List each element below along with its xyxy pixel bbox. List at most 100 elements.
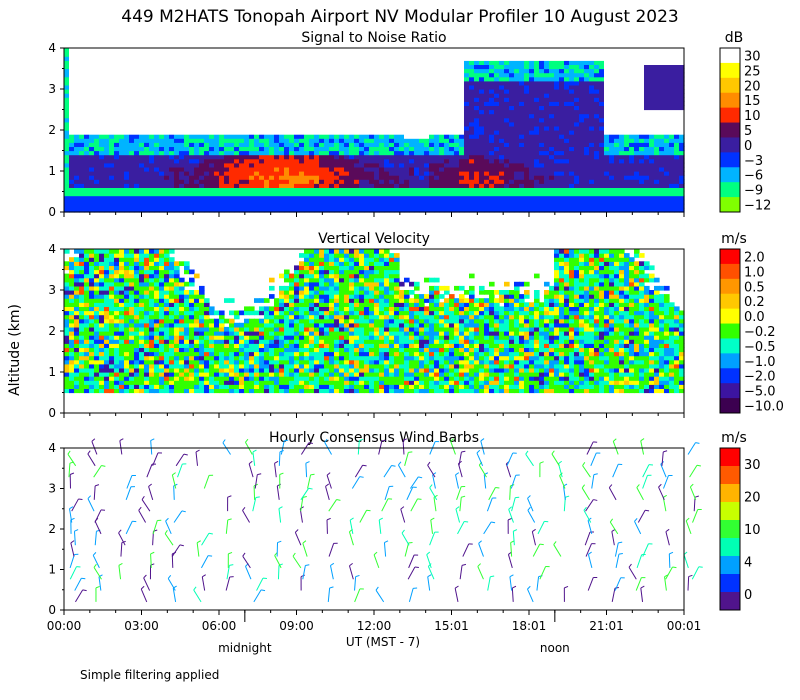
snr-cell [524, 207, 530, 213]
snr-cell [624, 138, 630, 143]
snr-cell [109, 72, 115, 78]
snr-cell [529, 183, 535, 188]
snr-cell [244, 142, 250, 147]
snr-cell [569, 117, 575, 123]
snr-cell [519, 48, 525, 53]
snr-cell [424, 121, 430, 127]
snr-cell [149, 84, 155, 90]
snr-cell [534, 166, 540, 172]
snr-cell [429, 207, 435, 213]
snr-cell [69, 183, 75, 188]
snr-cell [454, 48, 460, 53]
snr-cell [314, 162, 320, 168]
snr-cell [534, 68, 540, 74]
snr-cell [149, 162, 155, 168]
snr-cell [539, 154, 545, 160]
snr-cell [589, 113, 595, 119]
snr-cell [649, 93, 655, 98]
snr-cell [484, 76, 490, 82]
snr-cell [189, 162, 195, 168]
snr-cell [94, 166, 100, 172]
snr-cell [134, 89, 140, 94]
snr-cell [149, 154, 155, 160]
snr-cell [619, 125, 625, 131]
snr-cell [499, 150, 505, 156]
snr-cell [84, 203, 90, 209]
snr-cell [339, 56, 345, 61]
snr-cell [244, 195, 250, 201]
snr-cell [374, 84, 380, 90]
snr-cell [344, 171, 350, 176]
snr-cell [69, 93, 75, 98]
snr-cell [474, 142, 480, 147]
snr-cell [279, 76, 285, 82]
snr-cell [324, 72, 330, 78]
snr-cell [664, 150, 670, 156]
snr-cell [64, 203, 70, 209]
snr-cell [259, 179, 265, 184]
snr-cell [229, 158, 235, 164]
snr-cell [659, 203, 665, 209]
snr-cell [284, 138, 290, 143]
snr-cell [369, 183, 375, 188]
snr-cell [324, 138, 330, 143]
snr-cell [589, 138, 595, 143]
snr-cell [559, 93, 565, 98]
snr-cell [329, 138, 335, 143]
snr-cell [364, 162, 370, 168]
snr-cell [114, 97, 120, 102]
snr-cell [259, 203, 265, 209]
snr-cell [389, 146, 395, 152]
snr-cell [169, 121, 175, 127]
snr-cell [569, 191, 575, 197]
snr-cell [484, 80, 490, 86]
snr-cell [454, 72, 460, 78]
snr-cell [484, 89, 490, 94]
snr-cell [619, 89, 625, 94]
snr-cell [234, 101, 240, 106]
snr-cell [554, 166, 560, 172]
snr-cell [524, 158, 530, 164]
snr-cell [349, 130, 355, 135]
snr-cell [129, 97, 135, 102]
snr-cell [649, 207, 655, 213]
snr-cell [184, 179, 190, 184]
snr-cell [249, 150, 255, 156]
snr-cell [84, 80, 90, 86]
snr-cell [409, 191, 415, 197]
snr-cell [79, 97, 85, 102]
snr-cell [399, 171, 405, 176]
snr-cell [129, 84, 135, 90]
snr-cell [199, 56, 205, 61]
snr-cell [629, 134, 635, 139]
snr-cell [149, 138, 155, 143]
snr-cell [184, 166, 190, 172]
snr-cell [384, 183, 390, 188]
snr-cell [199, 158, 205, 164]
snr-cell [204, 162, 210, 168]
snr-cell [624, 183, 630, 188]
snr-cell [344, 52, 350, 57]
snr-cell [444, 146, 450, 152]
snr-cell [264, 207, 270, 213]
snr-cell [344, 195, 350, 201]
snr-cell [509, 179, 515, 184]
snr-cell [274, 56, 280, 61]
snr-cell [324, 179, 330, 184]
snr-cell [279, 84, 285, 90]
snr-cell [369, 72, 375, 78]
snr-cell [139, 109, 145, 115]
snr-cell [329, 134, 335, 139]
snr-cell [519, 130, 525, 135]
snr-cell [454, 134, 460, 139]
snr-cell [319, 48, 325, 53]
snr-cell [674, 68, 680, 74]
snr-cell [299, 203, 305, 209]
snr-cell [124, 125, 130, 131]
snr-cell [559, 117, 565, 123]
snr-cell [504, 195, 510, 201]
snr-cell [139, 113, 145, 119]
snr-cell [439, 183, 445, 188]
snr-cell [354, 130, 360, 135]
snr-cell [234, 162, 240, 168]
